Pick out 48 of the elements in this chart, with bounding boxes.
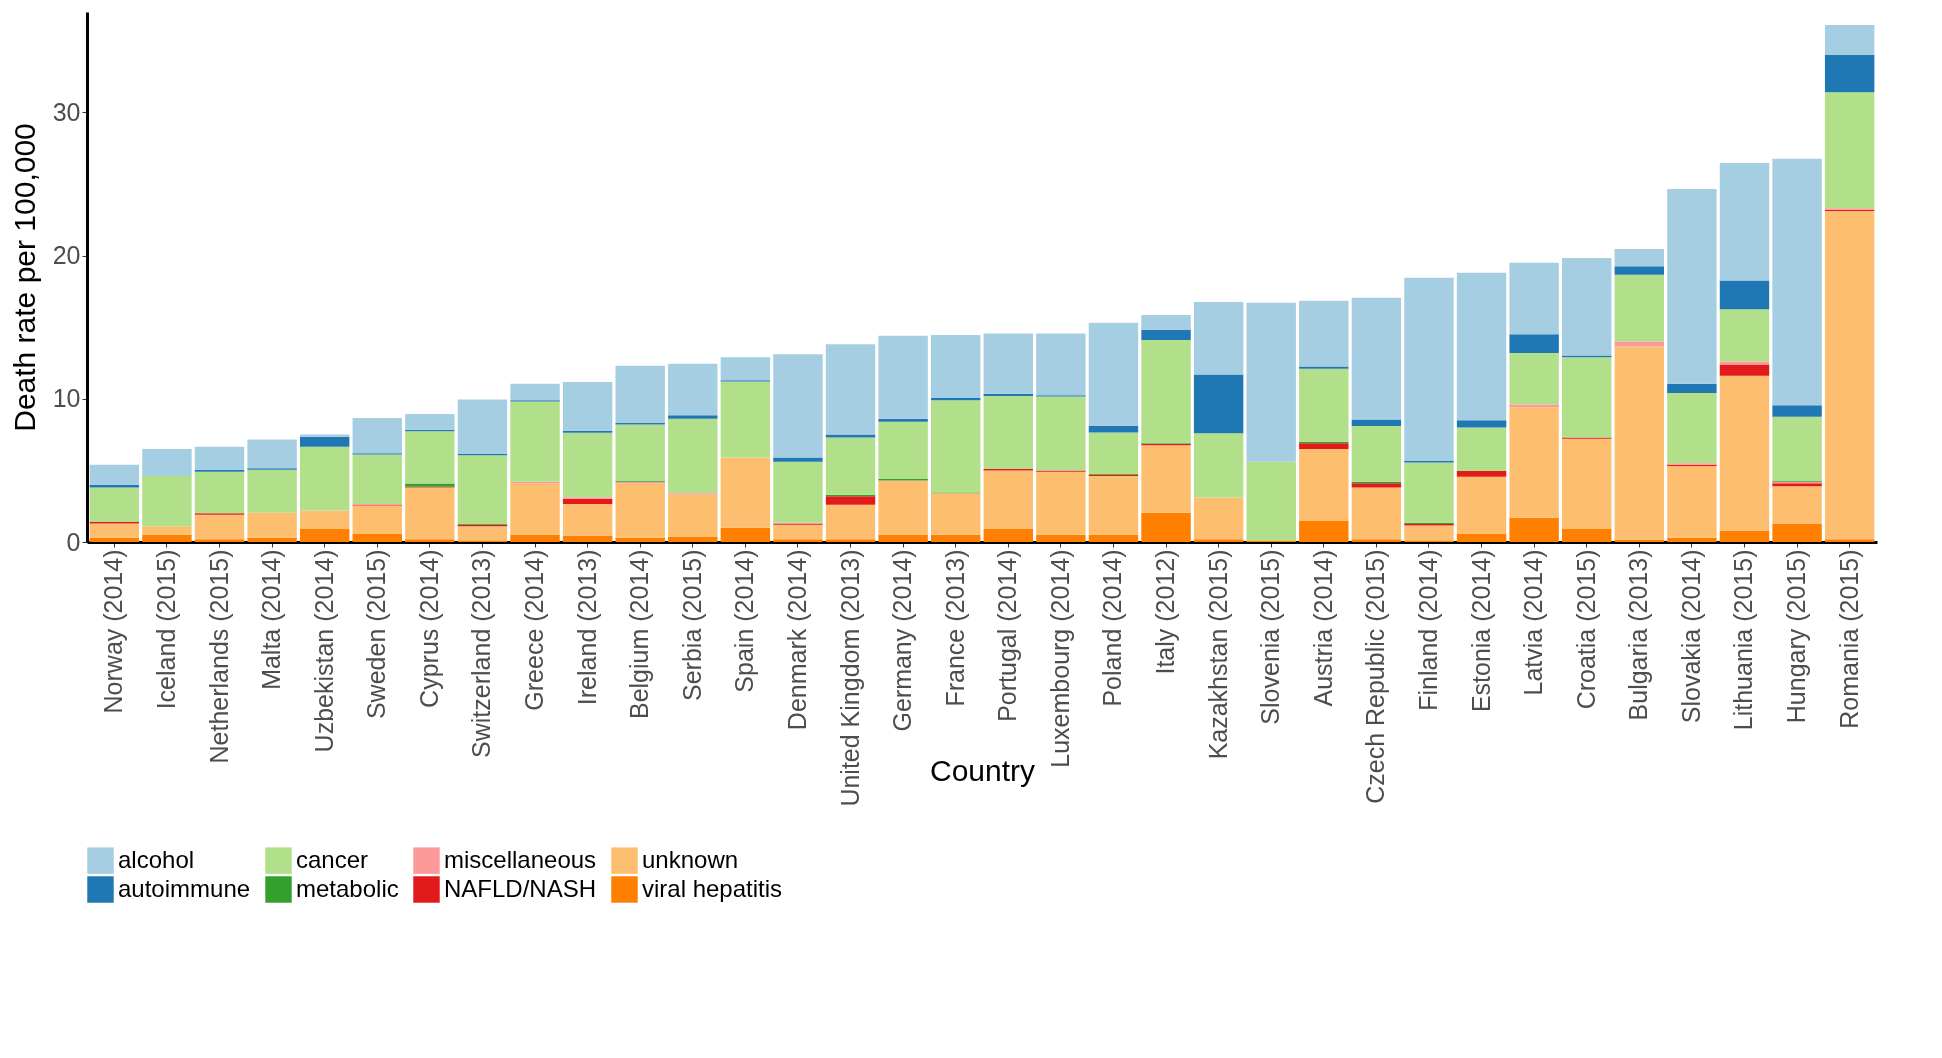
x-tick-label: Luxembourg (2014) xyxy=(1045,549,1074,768)
x-axis-title: Country xyxy=(929,753,1036,787)
x-tick-label: Hungary (2015) xyxy=(1782,549,1811,724)
x-tick-label: Poland (2014) xyxy=(1098,549,1127,707)
legend-label: cancer xyxy=(296,845,369,873)
x-tick-label: Latvia (2014) xyxy=(1519,549,1548,696)
x-tick-label: Italy (2012) xyxy=(1151,549,1180,675)
y-tick-label: 10 xyxy=(52,384,81,413)
x-tick-label: Finland (2014) xyxy=(1413,549,1442,711)
x-tick-label: Serbia (2015) xyxy=(677,549,706,701)
x-tick-label: Malta (2014) xyxy=(257,549,286,690)
x-tick-label: Spain (2014) xyxy=(730,549,759,693)
x-tick-label: Czech Republic (2015) xyxy=(1361,549,1390,804)
y-tick-label: 30 xyxy=(52,97,81,126)
legend-label: metabolic xyxy=(296,874,399,902)
legend-label: NAFLD/NASH xyxy=(444,874,597,902)
x-tick-label: Romania (2015) xyxy=(1834,549,1863,729)
x-tick-label: Germany (2014) xyxy=(888,549,917,732)
x-tick-label: Denmark (2014) xyxy=(782,549,811,731)
legend-label: unknown xyxy=(642,845,739,873)
legend-label: autoimmune xyxy=(118,874,251,902)
x-tick-label: Kazakhstan (2015) xyxy=(1203,549,1232,760)
x-tick-label: Austria (2014) xyxy=(1308,549,1337,707)
x-tick-label: Portugal (2014) xyxy=(993,549,1022,722)
x-tick-label: Greece (2014) xyxy=(520,549,549,711)
y-tick-label: 0 xyxy=(66,527,81,556)
legend-label: viral hepatitis xyxy=(642,874,783,902)
x-tick-label: Cyprus (2014) xyxy=(414,549,443,708)
x-tick-label: Netherlands (2015) xyxy=(204,549,233,764)
x-tick-label: Sweden (2015) xyxy=(362,549,391,720)
y-axis-title: Death rate per 100,000 xyxy=(7,123,41,432)
legend-label: alcohol xyxy=(118,845,195,873)
x-tick-label: Uzbekistan (2014) xyxy=(309,549,338,753)
x-tick-label: Bulgaria (2013) xyxy=(1624,549,1653,721)
x-tick-label: Lithuania (2015) xyxy=(1729,549,1758,731)
y-tick-label: 20 xyxy=(52,241,81,270)
x-tick-label: Norway (2014) xyxy=(99,549,128,714)
x-tick-label: United Kingdom (2013) xyxy=(835,549,864,807)
x-tick-label: France (2013) xyxy=(940,549,969,707)
legend-label: miscellaneous xyxy=(444,845,597,873)
x-tick-label: Slovakia (2014) xyxy=(1676,549,1705,724)
x-tick-label: Iceland (2015) xyxy=(151,549,180,710)
x-tick-label: Ireland (2013) xyxy=(572,549,601,706)
x-tick-label: Estonia (2014) xyxy=(1466,549,1495,713)
x-tick-label: Switzerland (2013) xyxy=(467,549,496,758)
x-tick-label: Belgium (2014) xyxy=(625,549,654,720)
x-tick-label: Slovenia (2015) xyxy=(1256,549,1285,725)
x-tick-label: Croatia (2015) xyxy=(1571,549,1600,710)
